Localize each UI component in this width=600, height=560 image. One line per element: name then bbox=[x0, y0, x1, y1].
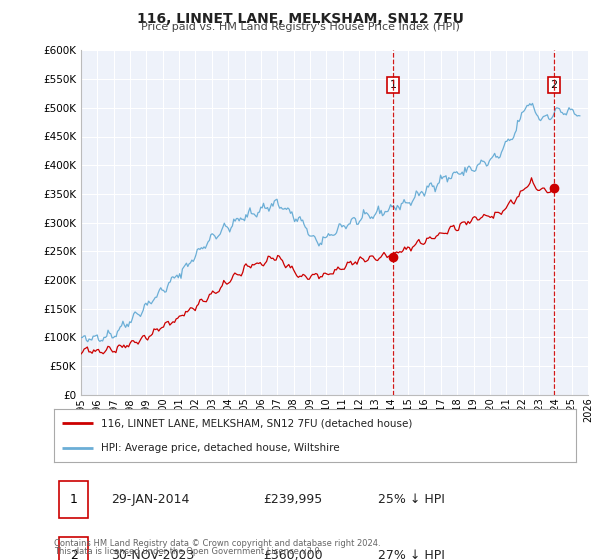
FancyBboxPatch shape bbox=[59, 481, 88, 519]
FancyBboxPatch shape bbox=[59, 537, 88, 560]
Text: 27% ↓ HPI: 27% ↓ HPI bbox=[377, 549, 445, 560]
Text: 2: 2 bbox=[70, 549, 77, 560]
Text: 1: 1 bbox=[70, 493, 77, 506]
Text: 25% ↓ HPI: 25% ↓ HPI bbox=[377, 493, 445, 506]
Text: 29-JAN-2014: 29-JAN-2014 bbox=[112, 493, 190, 506]
Text: HPI: Average price, detached house, Wiltshire: HPI: Average price, detached house, Wilt… bbox=[101, 442, 340, 452]
Text: 30-NOV-2023: 30-NOV-2023 bbox=[112, 549, 194, 560]
Text: This data is licensed under the Open Government Licence v3.0.: This data is licensed under the Open Gov… bbox=[54, 547, 322, 556]
Text: 116, LINNET LANE, MELKSHAM, SN12 7FU: 116, LINNET LANE, MELKSHAM, SN12 7FU bbox=[137, 12, 463, 26]
Text: 116, LINNET LANE, MELKSHAM, SN12 7FU (detached house): 116, LINNET LANE, MELKSHAM, SN12 7FU (de… bbox=[101, 418, 412, 428]
Text: Price paid vs. HM Land Registry's House Price Index (HPI): Price paid vs. HM Land Registry's House … bbox=[140, 22, 460, 32]
Text: 1: 1 bbox=[389, 80, 397, 90]
Text: 2: 2 bbox=[550, 80, 557, 90]
Text: Contains HM Land Registry data © Crown copyright and database right 2024.: Contains HM Land Registry data © Crown c… bbox=[54, 539, 380, 548]
Text: £239,995: £239,995 bbox=[263, 493, 322, 506]
Text: £360,000: £360,000 bbox=[263, 549, 322, 560]
